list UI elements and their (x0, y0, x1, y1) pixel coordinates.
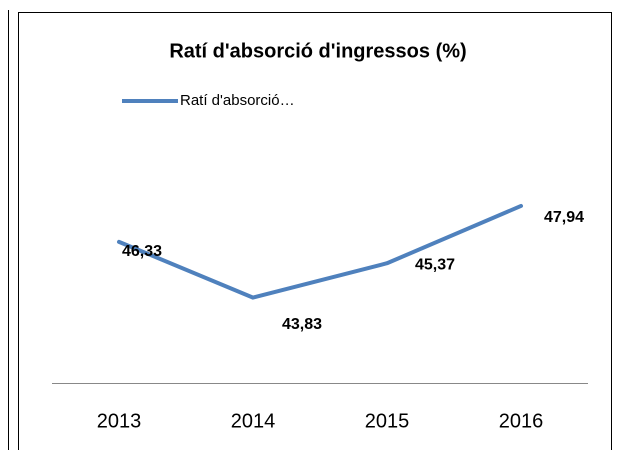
data-label: 47,94 (544, 209, 584, 226)
chart-frame (18, 12, 612, 450)
chart-title: Ratí d'absorció d'ingressos (%) (169, 40, 466, 62)
line-series (117, 203, 523, 300)
data-label: 46,33 (122, 243, 162, 260)
data-label: 43,83 (282, 316, 322, 333)
x-tick-label: 2013 (97, 410, 142, 432)
data-label: 45,37 (415, 256, 455, 273)
x-tick-label: 2015 (365, 410, 410, 432)
x-tick-label: 2016 (499, 410, 544, 432)
legend-label: Ratí d'absorció… (180, 92, 295, 109)
x-tick-label: 2014 (231, 410, 276, 432)
